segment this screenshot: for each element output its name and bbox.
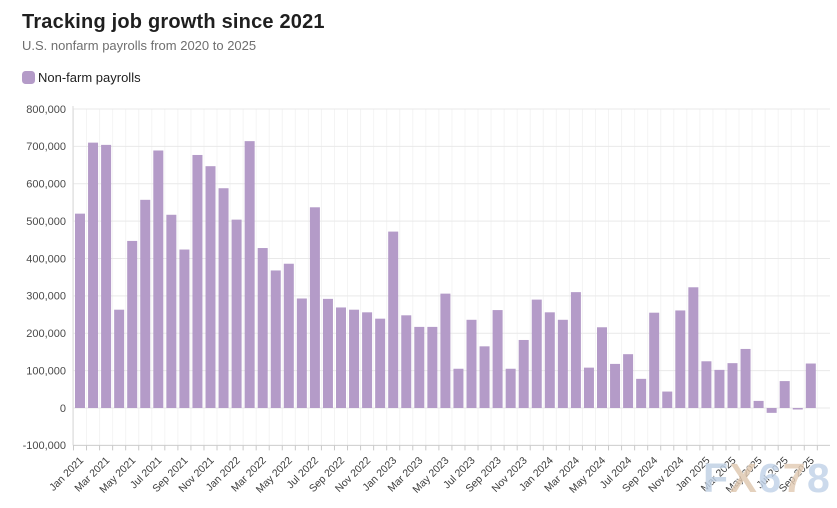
- bar-Nov-2024[interactable]: [675, 310, 686, 408]
- bar-Mar-2023[interactable]: [414, 326, 425, 408]
- bar-Sep-2024[interactable]: [649, 312, 660, 408]
- bar-Jul-2025[interactable]: [779, 381, 790, 408]
- bar-May-2024[interactable]: [597, 327, 607, 408]
- y-axis-label: 500,000: [26, 216, 66, 228]
- bar-Feb-2021[interactable]: [88, 142, 99, 408]
- y-axis-label: 0: [60, 403, 66, 415]
- bar-Aug-2025[interactable]: [792, 408, 803, 410]
- bar-Nov-2021[interactable]: [205, 166, 216, 408]
- bar-May-2025[interactable]: [753, 400, 764, 408]
- bar-Jul-2023[interactable]: [466, 319, 477, 408]
- bar-Feb-2025[interactable]: [714, 369, 725, 408]
- y-axis-label: 400,000: [26, 253, 66, 265]
- x-axis-ticks: [72, 445, 818, 451]
- bar-Aug-2024[interactable]: [636, 378, 647, 408]
- bar-Jun-2024[interactable]: [610, 363, 621, 408]
- bar-Mar-2021[interactable]: [101, 144, 112, 408]
- bar-Sep-2023[interactable]: [492, 310, 503, 408]
- bar-Jul-2022[interactable]: [309, 207, 320, 408]
- chart-title: Tracking job growth since 2021: [22, 11, 325, 33]
- bar-Nov-2023[interactable]: [518, 339, 529, 408]
- bar-Jan-2024[interactable]: [544, 312, 555, 408]
- bar-Aug-2021[interactable]: [166, 214, 177, 408]
- bar-Oct-2023[interactable]: [505, 368, 516, 408]
- bar-Apr-2022[interactable]: [270, 270, 281, 408]
- bar-Aug-2023[interactable]: [479, 346, 490, 408]
- y-axis-label: 700,000: [26, 141, 66, 153]
- bar-Oct-2024[interactable]: [662, 391, 673, 408]
- bars: [75, 141, 816, 413]
- bar-Dec-2021[interactable]: [218, 188, 229, 408]
- bar-Jun-2021[interactable]: [140, 199, 151, 408]
- chart-subtitle: U.S. nonfarm payrolls from 2020 to 2025: [22, 38, 257, 53]
- bar-Apr-2021[interactable]: [114, 309, 125, 408]
- bar-Mar-2022[interactable]: [257, 248, 268, 408]
- bar-Dec-2024[interactable]: [688, 287, 699, 408]
- bar-Jun-2025[interactable]: [766, 408, 777, 413]
- watermark-fx678: FX678: [703, 455, 831, 501]
- legend-swatch-icon: [22, 71, 35, 84]
- bar-Jul-2024[interactable]: [623, 354, 634, 408]
- y-axis-label: 300,000: [26, 291, 66, 303]
- bar-Feb-2024[interactable]: [557, 319, 568, 408]
- legend-item-nonfarm-payrolls[interactable]: Non-farm payrolls: [22, 70, 141, 85]
- y-axis-label: 600,000: [26, 179, 66, 191]
- bar-Jan-2022[interactable]: [231, 219, 242, 408]
- bar-Apr-2024[interactable]: [583, 367, 594, 408]
- bar-Oct-2021[interactable]: [192, 154, 203, 408]
- bar-Dec-2023[interactable]: [531, 299, 542, 408]
- bar-Jan-2021[interactable]: [75, 213, 85, 408]
- y-axis-label: -100,000: [23, 440, 66, 452]
- bar-Sep-2022[interactable]: [336, 307, 346, 408]
- bar-Feb-2022[interactable]: [244, 141, 255, 408]
- bar-Mar-2025[interactable]: [727, 363, 738, 408]
- y-axis-label: 800,000: [26, 104, 66, 116]
- legend-label: Non-farm payrolls: [38, 70, 141, 85]
- bar-Aug-2022[interactable]: [322, 298, 333, 408]
- bar-Nov-2022[interactable]: [362, 312, 373, 408]
- y-axis-label: 200,000: [26, 328, 66, 340]
- bar-May-2022[interactable]: [283, 263, 294, 408]
- bar-Sep-2021[interactable]: [179, 249, 190, 408]
- vertical-gridlines: [72, 109, 818, 446]
- bar-Jan-2025[interactable]: [701, 361, 712, 408]
- bar-Jul-2021[interactable]: [153, 150, 164, 408]
- bar-Jan-2023[interactable]: [388, 231, 399, 408]
- y-axis-labels: -100,000 0 100,000 200,000 300,000 400,000 500…: [23, 104, 66, 452]
- y-axis-label: 100,000: [26, 365, 66, 377]
- bar-Jun-2023[interactable]: [453, 368, 464, 408]
- bar-Sep-2025[interactable]: [805, 363, 816, 408]
- bar-May-2021[interactable]: [127, 240, 138, 408]
- bar-Mar-2024[interactable]: [570, 292, 581, 408]
- bar-Oct-2022[interactable]: [349, 309, 360, 408]
- bar-Jun-2022[interactable]: [296, 298, 307, 408]
- bar-Apr-2023[interactable]: [427, 326, 438, 408]
- bar-May-2023[interactable]: [440, 293, 451, 408]
- bar-Apr-2025[interactable]: [740, 348, 751, 408]
- bar-Dec-2022[interactable]: [375, 318, 386, 408]
- bar-Feb-2023[interactable]: [401, 315, 412, 408]
